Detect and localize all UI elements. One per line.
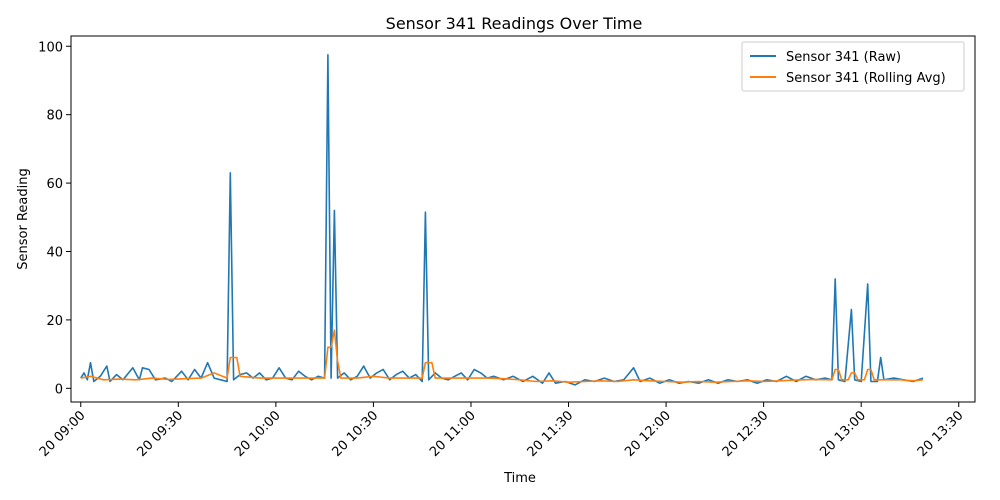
legend-box [741, 41, 965, 92]
y-tick-label: 60 [46, 177, 63, 192]
legend-label-raw: Sensor 341 (Raw) [786, 50, 901, 65]
x-tick-label: 20 13:00 [817, 408, 869, 460]
y-tick-label: 20 [46, 314, 63, 329]
y-tick-label: 80 [46, 109, 63, 124]
series-rolling-avg-line [80, 329, 924, 383]
x-tick-label: 20 12:00 [622, 408, 674, 460]
legend-label-avg: Sensor 341 (Rolling Avg) [786, 71, 946, 86]
x-tick-label: 20 10:00 [232, 408, 284, 460]
x-tick-label: 20 09:00 [37, 408, 89, 460]
series-layer [80, 54, 924, 386]
y-tick-label: 40 [46, 245, 63, 260]
x-axis-label: Time [503, 471, 536, 486]
y-axis-label: Sensor Reading [16, 168, 31, 269]
x-axis: 20 09:00 20 09:30 20 10:00 20 10:30 20 11:00… [37, 402, 967, 460]
x-tick-label: 20 10:30 [330, 408, 382, 460]
x-tick-label: 20 11:30 [525, 408, 577, 460]
y-tick-label: 100 [38, 40, 63, 55]
x-tick-label: 20 12:30 [720, 408, 772, 460]
x-tick-label: 20 13:30 [915, 408, 967, 460]
y-tick-label: 0 [55, 382, 63, 397]
legend: Sensor 341 (Raw) Sensor 341 (Rolling Avg… [741, 41, 965, 92]
chart-title: Sensor 341 Readings Over Time [386, 14, 643, 33]
y-axis: 0 20 40 60 80 100 [38, 40, 71, 397]
plot-area [71, 36, 975, 402]
x-tick-label: 20 09:30 [134, 408, 186, 460]
x-tick-label: 20 11:00 [427, 408, 479, 460]
plot-frame [70, 35, 976, 403]
